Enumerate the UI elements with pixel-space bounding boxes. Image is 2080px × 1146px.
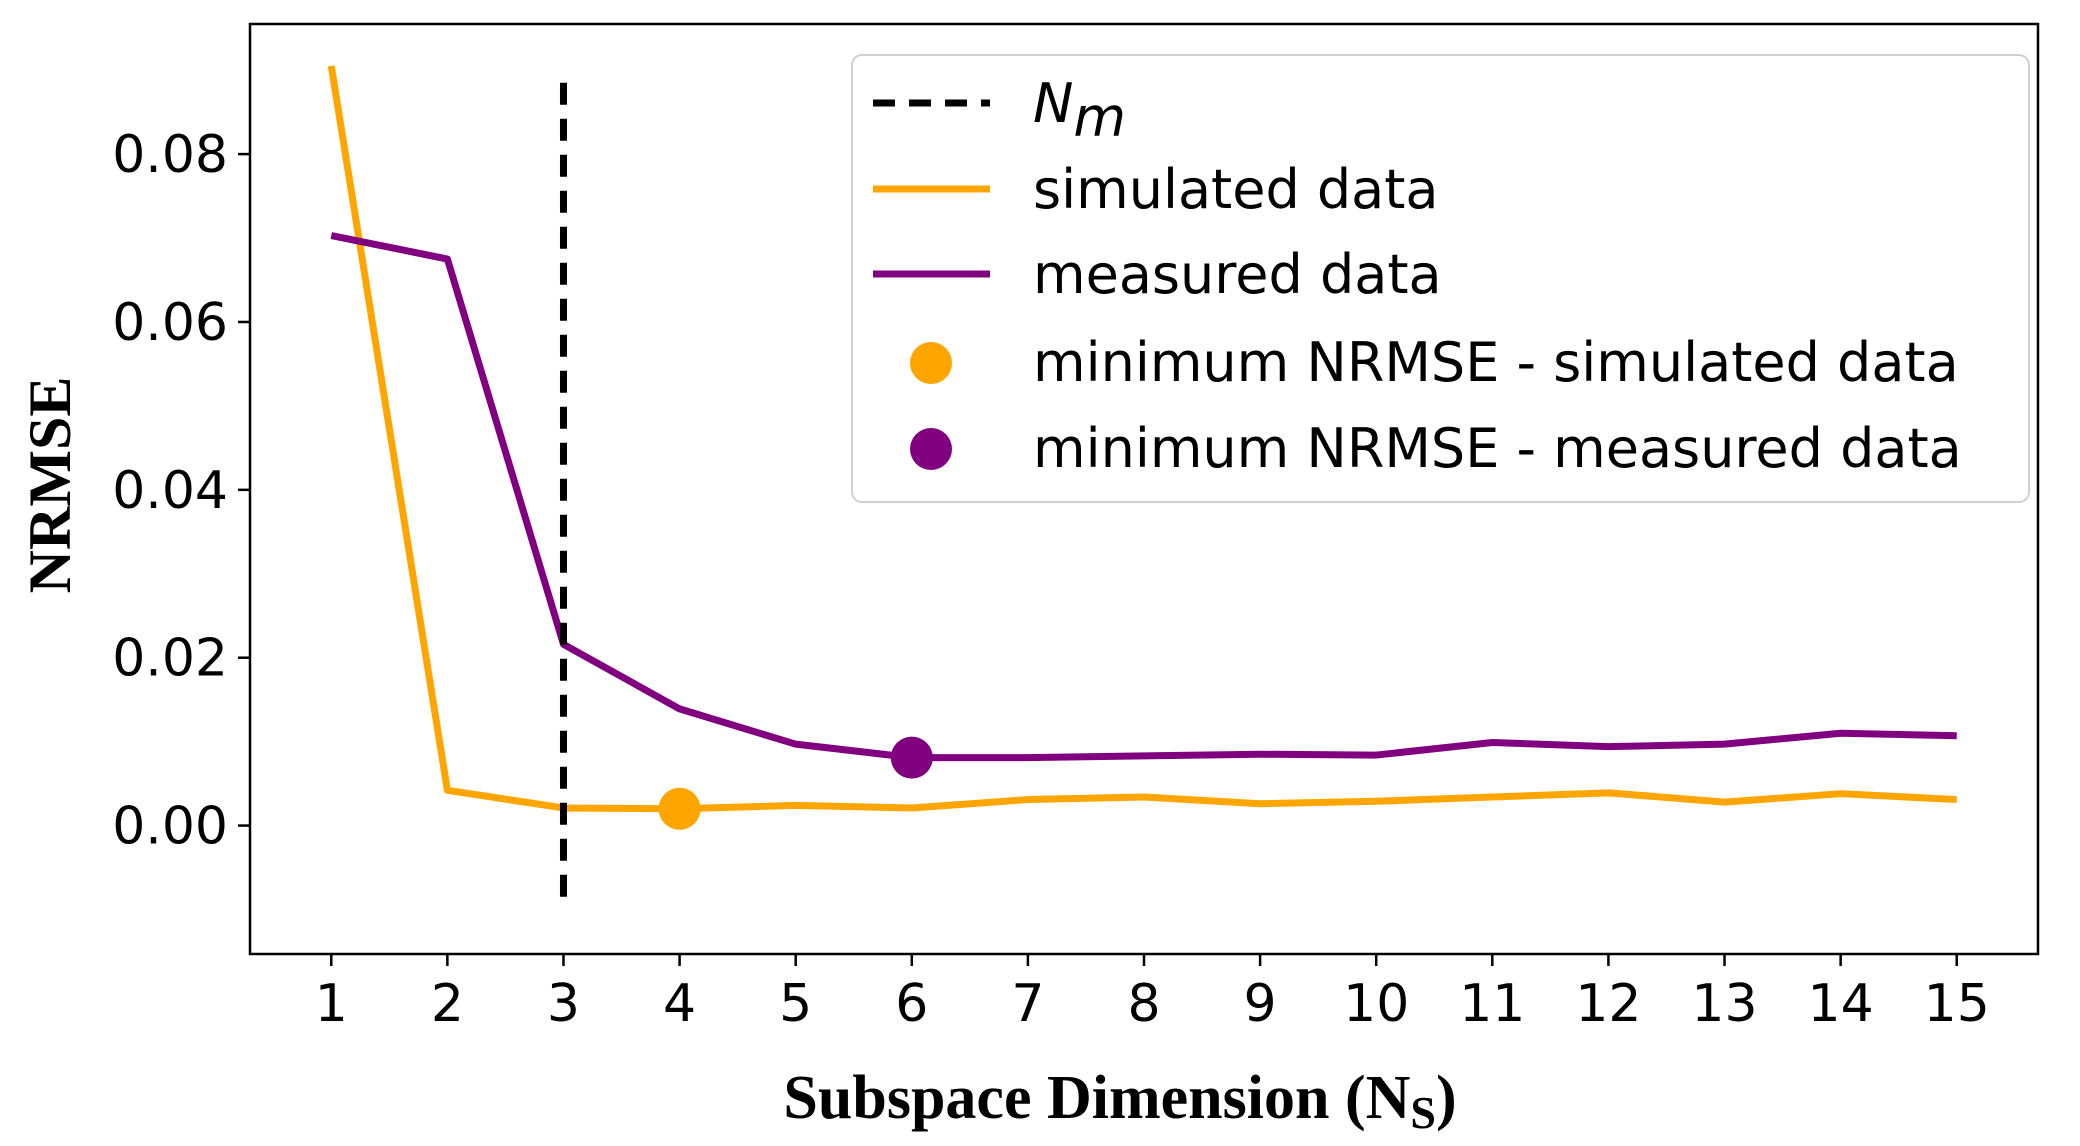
x-tick-label: 1 <box>315 974 348 1034</box>
legend-label-vline-main: N <box>1033 72 1073 135</box>
y-axis-label: NRMSE <box>17 377 83 594</box>
x-tick-label: 15 <box>1924 974 1990 1034</box>
x-tick-label: 2 <box>431 974 464 1034</box>
x-axis-label-sub: S <box>1410 1087 1436 1138</box>
x-tick-label: 13 <box>1691 974 1757 1034</box>
y-tick-label: 0.04 <box>112 461 228 521</box>
legend-frame <box>851 54 2030 503</box>
legend-label-vline: Nm <box>1033 72 1126 149</box>
y-tick-label: 0.02 <box>112 629 228 689</box>
y-axis-ticks: 0.00 0.02 0.04 0.06 0.08 <box>112 125 250 857</box>
x-tick-label: 7 <box>1011 974 1044 1034</box>
series-line-measured <box>330 232 1957 762</box>
x-tick-label: 6 <box>895 974 928 1034</box>
legend-label-min-measured: minimum NRMSE - measured data <box>1033 417 1962 480</box>
legend-label-simulated: simulated data <box>1033 158 1439 221</box>
markers-layer <box>658 736 933 830</box>
x-tick-label: 9 <box>1244 974 1277 1034</box>
x-tick-label: 3 <box>547 974 580 1034</box>
legend-label-min-simulated: minimum NRMSE - simulated data <box>1033 331 1959 394</box>
x-axis-label-close: ) <box>1436 1064 1457 1132</box>
x-tick-label: 4 <box>663 974 696 1034</box>
x-tick-label: 11 <box>1459 974 1525 1034</box>
legend: Nm simulated data measured data minimum … <box>851 54 2030 503</box>
x-tick-label: 5 <box>779 974 812 1034</box>
x-tick-label: 8 <box>1127 974 1160 1034</box>
series-layer <box>327 65 1957 813</box>
x-axis-label-main: Subspace Dimension (N <box>783 1064 1410 1132</box>
y-tick-label: 0.06 <box>112 293 228 353</box>
x-axis-label: Subspace Dimension (NS) <box>783 1064 1456 1138</box>
y-tick-label: 0.00 <box>112 797 228 857</box>
marker-min-measured <box>890 736 933 779</box>
legend-swatch-min-measured <box>910 428 952 470</box>
legend-label-vline-sub: m <box>1073 86 1126 149</box>
legend-label-measured: measured data <box>1033 243 1442 306</box>
series-line-simulated <box>327 65 1957 813</box>
y-tick-label: 0.08 <box>112 125 228 185</box>
x-tick-label: 12 <box>1575 974 1641 1034</box>
legend-swatch-min-simulated <box>910 342 952 384</box>
x-axis-ticks: 1 2 3 4 5 6 7 8 9 10 11 12 13 14 15 <box>315 954 1990 1034</box>
x-tick-label: 10 <box>1343 974 1409 1034</box>
x-tick-label: 14 <box>1808 974 1874 1034</box>
marker-min-simulated <box>658 787 701 830</box>
